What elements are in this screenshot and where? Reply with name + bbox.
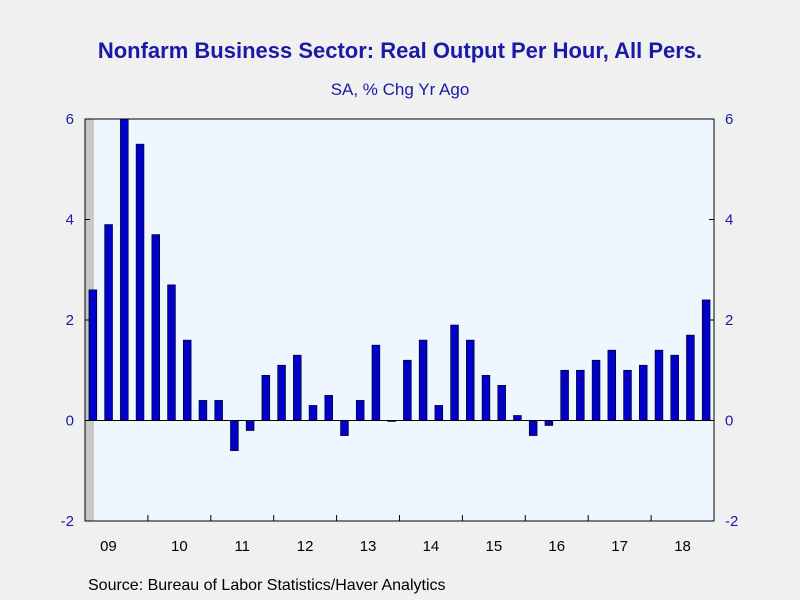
bar-17Q3	[623, 369, 632, 421]
bar-12Q3	[308, 405, 318, 421]
x-tick-label-11: 11	[234, 538, 250, 555]
bar-12Q4	[324, 395, 333, 421]
bar-13Q2	[355, 400, 365, 421]
bar-17Q4	[639, 364, 648, 421]
bar-09Q4	[135, 143, 145, 421]
bar-09Q3	[120, 118, 129, 421]
bar-18Q3	[686, 334, 695, 421]
bar-09Q2	[104, 224, 113, 421]
bar-17Q1	[591, 359, 601, 421]
bar-14Q1	[403, 359, 412, 421]
y-tick-label-left: 0	[66, 413, 74, 430]
bar-17Q2	[607, 349, 617, 421]
x-tick-label-10: 10	[171, 538, 188, 555]
y-tick-label-right: 2	[725, 312, 733, 329]
bar-13Q3	[371, 344, 381, 421]
chart-title: Nonfarm Business Sector: Real Output Per…	[97, 38, 703, 63]
bar-18Q2	[670, 354, 679, 421]
y-tick-label-right: 4	[725, 212, 733, 229]
y-tick-label-right: -2	[725, 513, 738, 530]
bar-15Q2	[481, 374, 491, 421]
x-tick-label-16: 16	[548, 538, 565, 555]
bar-11Q4	[261, 374, 271, 421]
bar-15Q1	[466, 339, 475, 421]
bar-16Q4	[576, 369, 585, 421]
x-tick-label-17: 17	[611, 538, 628, 555]
bar-18Q1	[654, 349, 664, 421]
x-tick-label-15: 15	[486, 538, 503, 555]
x-tick-label-13: 13	[360, 538, 377, 555]
bar-10Q2	[167, 284, 176, 421]
bar-10Q3	[182, 339, 192, 421]
x-tick-label-18: 18	[674, 538, 691, 555]
y-tick-label-right: 0	[725, 413, 733, 430]
y-tick-label-right: 6	[725, 111, 733, 128]
bar-14Q4	[450, 324, 459, 421]
bar-18Q4	[701, 299, 711, 421]
chart-subtitle: SA, % Chg Yr Ago	[330, 80, 470, 99]
y-tick-label-left: 4	[66, 212, 74, 229]
y-tick-label-left: 2	[66, 312, 74, 329]
y-tick-label-left: 6	[66, 111, 74, 128]
bar-13Q1	[340, 420, 349, 436]
bar-16Q2	[544, 420, 554, 426]
bar-16Q3	[560, 369, 569, 421]
source-note: Source: Bureau of Labor Statistics/Haver…	[88, 577, 446, 594]
y-tick-label-left: -2	[61, 513, 74, 530]
bar-12Q2	[293, 354, 302, 421]
bar-16Q1	[528, 420, 538, 436]
bar-11Q3	[245, 420, 255, 431]
bar-15Q3	[497, 385, 506, 421]
bar-12Q1	[277, 364, 286, 421]
plot-area	[85, 119, 714, 521]
bar-10Q1	[151, 234, 160, 421]
bar-09Q1	[88, 289, 98, 421]
bar-10Q4	[198, 400, 208, 421]
bar-15Q4	[513, 415, 522, 421]
bar-11Q2	[230, 420, 239, 451]
bar-14Q3	[434, 405, 444, 421]
x-tick-label-09: 09	[100, 538, 117, 555]
x-tick-label-12: 12	[297, 538, 314, 555]
bar-11Q1	[214, 400, 223, 421]
x-tick-label-14: 14	[423, 538, 440, 555]
bar-14Q2	[418, 339, 428, 421]
